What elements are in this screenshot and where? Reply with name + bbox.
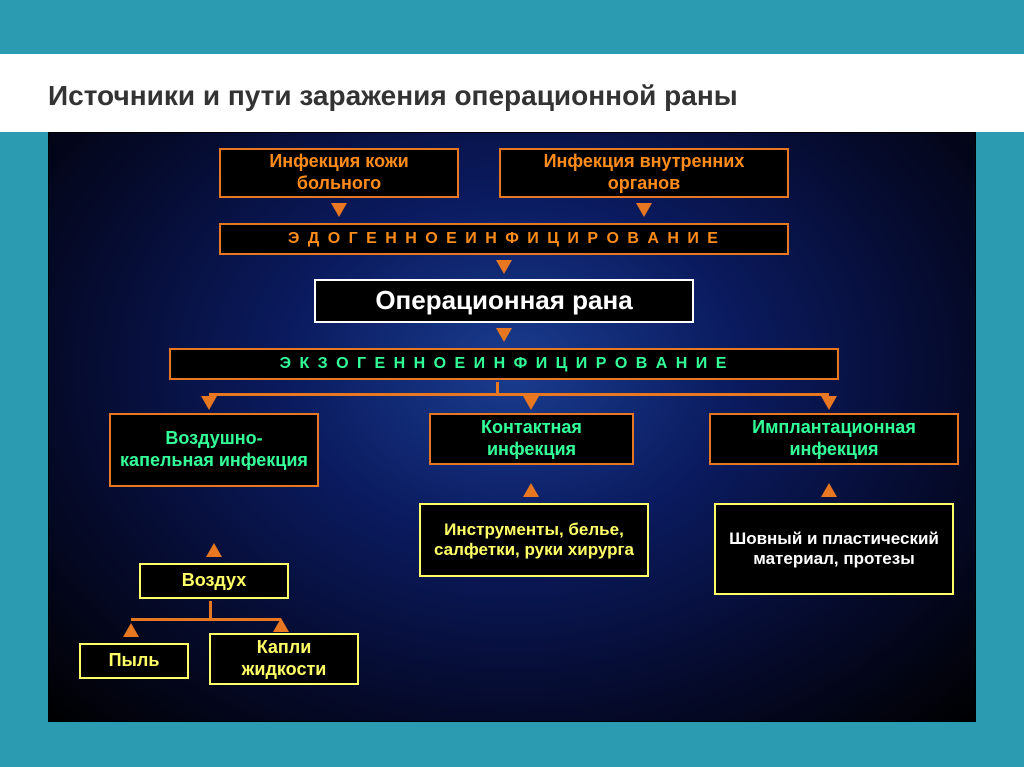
node-exogenous: Э К З О Г Е Н Н О Е И Н Ф И Ц И Р О В А … [169, 348, 839, 380]
node-implant: Имплантационная инфекция [709, 413, 959, 465]
node-airborne: Воздушно-капельная инфекция [109, 413, 319, 487]
page-title: Источники и пути заражения операционной … [48, 80, 976, 112]
node-skin-infection: Инфекция кожи больного [219, 148, 459, 198]
arrow-icon [206, 543, 222, 557]
node-organ-infection: Инфекция внутренних органов [499, 148, 789, 198]
arrow-icon [523, 396, 539, 410]
arrow-icon [496, 328, 512, 342]
connector-line [496, 382, 499, 394]
arrow-icon [523, 483, 539, 497]
arrow-icon [273, 618, 289, 632]
node-air: Воздух [139, 563, 289, 599]
header-bar [0, 0, 1024, 54]
node-contact: Контактная инфекция [429, 413, 634, 465]
arrow-icon [496, 260, 512, 274]
connector-line [209, 601, 212, 619]
arrow-icon [123, 623, 139, 637]
connector-line [209, 393, 829, 396]
arrow-icon [821, 483, 837, 497]
flowchart-diagram: Инфекция кожи больного Инфекция внутренн… [48, 132, 976, 722]
connector-line [131, 618, 281, 621]
arrow-icon [201, 396, 217, 410]
node-suture: Шовный и пластический материал, протезы [714, 503, 954, 595]
arrow-icon [821, 396, 837, 410]
node-dust: Пыль [79, 643, 189, 679]
node-drops: Капли жидкости [209, 633, 359, 685]
node-wound: Операционная рана [314, 279, 694, 323]
node-instruments: Инструменты, белье, салфетки, руки хирур… [419, 503, 649, 577]
node-endogenous: Э Д О Г Е Н Н О Е И Н Ф И Ц И Р О В А Н … [219, 223, 789, 255]
arrow-icon [636, 203, 652, 217]
title-area: Источники и пути заражения операционной … [0, 54, 1024, 132]
arrow-icon [331, 203, 347, 217]
